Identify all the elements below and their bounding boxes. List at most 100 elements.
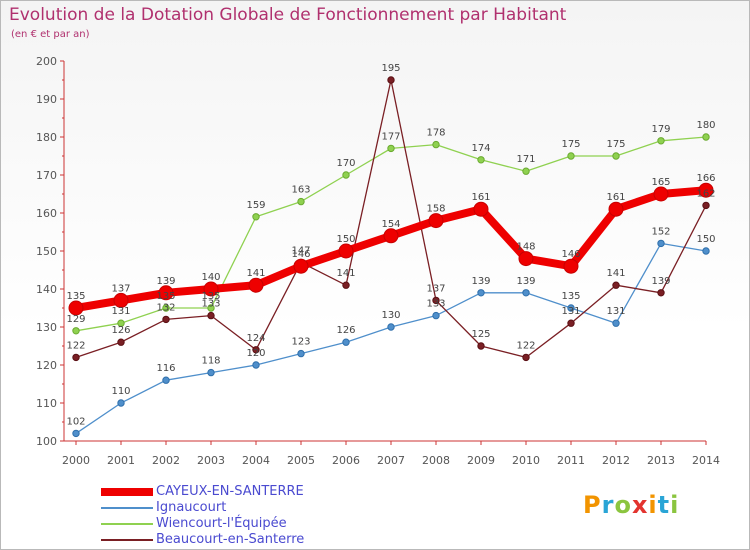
x-tick-label: 2003 [197,454,225,467]
data-point-ignaucourt [477,289,485,297]
data-point-wiencourt-l-equipee [252,213,260,221]
data-label-wiencourt-l-equipee: 171 [516,154,535,165]
data-point-beaucourt-en-santerre [522,353,530,362]
data-point-cayeux-en-santerre [293,258,309,274]
logo-letter: o [614,491,632,519]
chart-subtitle: (en € et par an) [11,29,90,40]
data-point-ignaucourt [567,304,575,312]
data-label-cayeux-en-santerre: 165 [651,177,670,188]
y-tick-label: 190 [36,93,57,106]
data-label-beaucourt-en-santerre: 137 [426,283,445,294]
data-point-wiencourt-l-equipee [342,171,350,179]
data-label-ignaucourt: 123 [291,337,310,348]
x-tick-label: 2011 [557,454,585,467]
data-point-ignaucourt [342,338,350,346]
data-label-ignaucourt: 126 [336,325,355,336]
data-label-beaucourt-en-santerre: 162 [696,188,715,199]
data-label-cayeux-en-santerre: 161 [606,192,625,203]
x-tick-label: 2007 [377,454,405,467]
data-label-cayeux-en-santerre: 148 [516,242,535,253]
x-tick-label: 2000 [62,454,90,467]
data-label-wiencourt-l-equipee: 178 [426,128,445,139]
y-tick-label: 110 [36,397,57,410]
data-label-wiencourt-l-equipee: 179 [651,124,670,135]
data-label-cayeux-en-santerre: 166 [696,173,715,184]
data-label-wiencourt-l-equipee: 174 [471,143,490,154]
data-label-ignaucourt: 102 [66,416,85,427]
data-label-cayeux-en-santerre: 141 [246,268,265,279]
data-point-ignaucourt [207,368,215,377]
data-point-ignaucourt [702,247,710,255]
data-point-wiencourt-l-equipee [297,197,305,206]
x-tick-label: 2009 [467,454,495,467]
data-label-ignaucourt: 118 [201,356,220,367]
data-point-beaucourt-en-santerre [657,289,665,297]
x-tick-label: 2001 [107,454,135,467]
data-point-ignaucourt [252,361,260,369]
x-tick-label: 2013 [647,454,675,467]
data-label-beaucourt-en-santerre: 147 [291,245,310,256]
data-point-wiencourt-l-equipee [387,144,395,153]
data-label-cayeux-en-santerre: 161 [471,192,490,203]
data-point-beaucourt-en-santerre [432,296,440,305]
legend-swatch [101,488,153,496]
data-label-cayeux-en-santerre: 150 [336,234,355,245]
data-point-beaucourt-en-santerre [567,319,575,327]
data-point-cayeux-en-santerre [203,281,219,297]
data-label-ignaucourt: 131 [606,306,625,317]
data-label-beaucourt-en-santerre: 126 [111,325,130,336]
data-point-beaucourt-en-santerre [387,76,395,84]
data-label-ignaucourt: 110 [111,386,130,397]
data-point-cayeux-en-santerre [698,182,714,198]
y-tick-label: 140 [36,283,57,296]
data-label-beaucourt-en-santerre: 125 [471,329,490,340]
y-tick-label: 120 [36,359,57,372]
data-label-ignaucourt: 139 [516,276,535,287]
chart-title: Evolution de la Dotation Globale de Fonc… [9,5,567,25]
data-point-wiencourt-l-equipee [522,167,530,175]
y-tick-label: 180 [36,131,57,144]
logo-letter: i [648,491,658,519]
data-point-beaucourt-en-santerre [72,353,80,362]
data-label-wiencourt-l-equipee: 175 [561,139,580,150]
data-label-wiencourt-l-equipee: 159 [246,200,265,211]
legend-swatch [101,539,153,541]
legend-label: Ignaucourt [156,500,227,515]
data-label-wiencourt-l-equipee: 129 [66,314,85,325]
x-tick-label: 2005 [287,454,315,467]
data-point-ignaucourt [72,429,80,438]
data-point-cayeux-en-santerre [158,285,174,301]
data-point-wiencourt-l-equipee [477,156,485,164]
data-label-wiencourt-l-equipee: 135 [156,291,175,302]
y-tick-label: 160 [36,207,57,220]
x-tick-label: 2002 [152,454,180,467]
data-label-beaucourt-en-santerre: 122 [516,340,535,351]
data-label-cayeux-en-santerre: 135 [66,291,85,302]
y-tick-label: 130 [36,321,57,334]
data-point-cayeux-en-santerre [113,292,129,308]
data-label-wiencourt-l-equipee: 177 [381,131,400,142]
legend-swatch [101,507,153,509]
data-point-ignaucourt [657,239,665,248]
data-label-cayeux-en-santerre: 146 [561,249,580,260]
data-point-ignaucourt [432,311,440,320]
data-label-beaucourt-en-santerre: 124 [246,333,265,344]
data-label-beaucourt-en-santerre: 131 [561,306,580,317]
data-point-cayeux-en-santerre [248,277,264,293]
proxiti-logo: Proxiti [583,491,679,519]
data-label-ignaucourt: 120 [246,348,265,359]
data-point-wiencourt-l-equipee [162,304,170,312]
data-point-cayeux-en-santerre [653,186,669,202]
data-label-ignaucourt: 150 [696,234,715,245]
data-point-beaucourt-en-santerre [477,342,485,350]
data-point-wiencourt-l-equipee [702,133,710,141]
data-label-ignaucourt: 139 [471,276,490,287]
data-label-cayeux-en-santerre: 137 [111,283,130,294]
data-point-cayeux-en-santerre [563,258,579,274]
data-label-beaucourt-en-santerre: 132 [156,302,175,313]
data-point-cayeux-en-santerre [608,201,624,217]
data-point-wiencourt-l-equipee [567,152,575,160]
data-label-beaucourt-en-santerre: 195 [381,63,400,74]
